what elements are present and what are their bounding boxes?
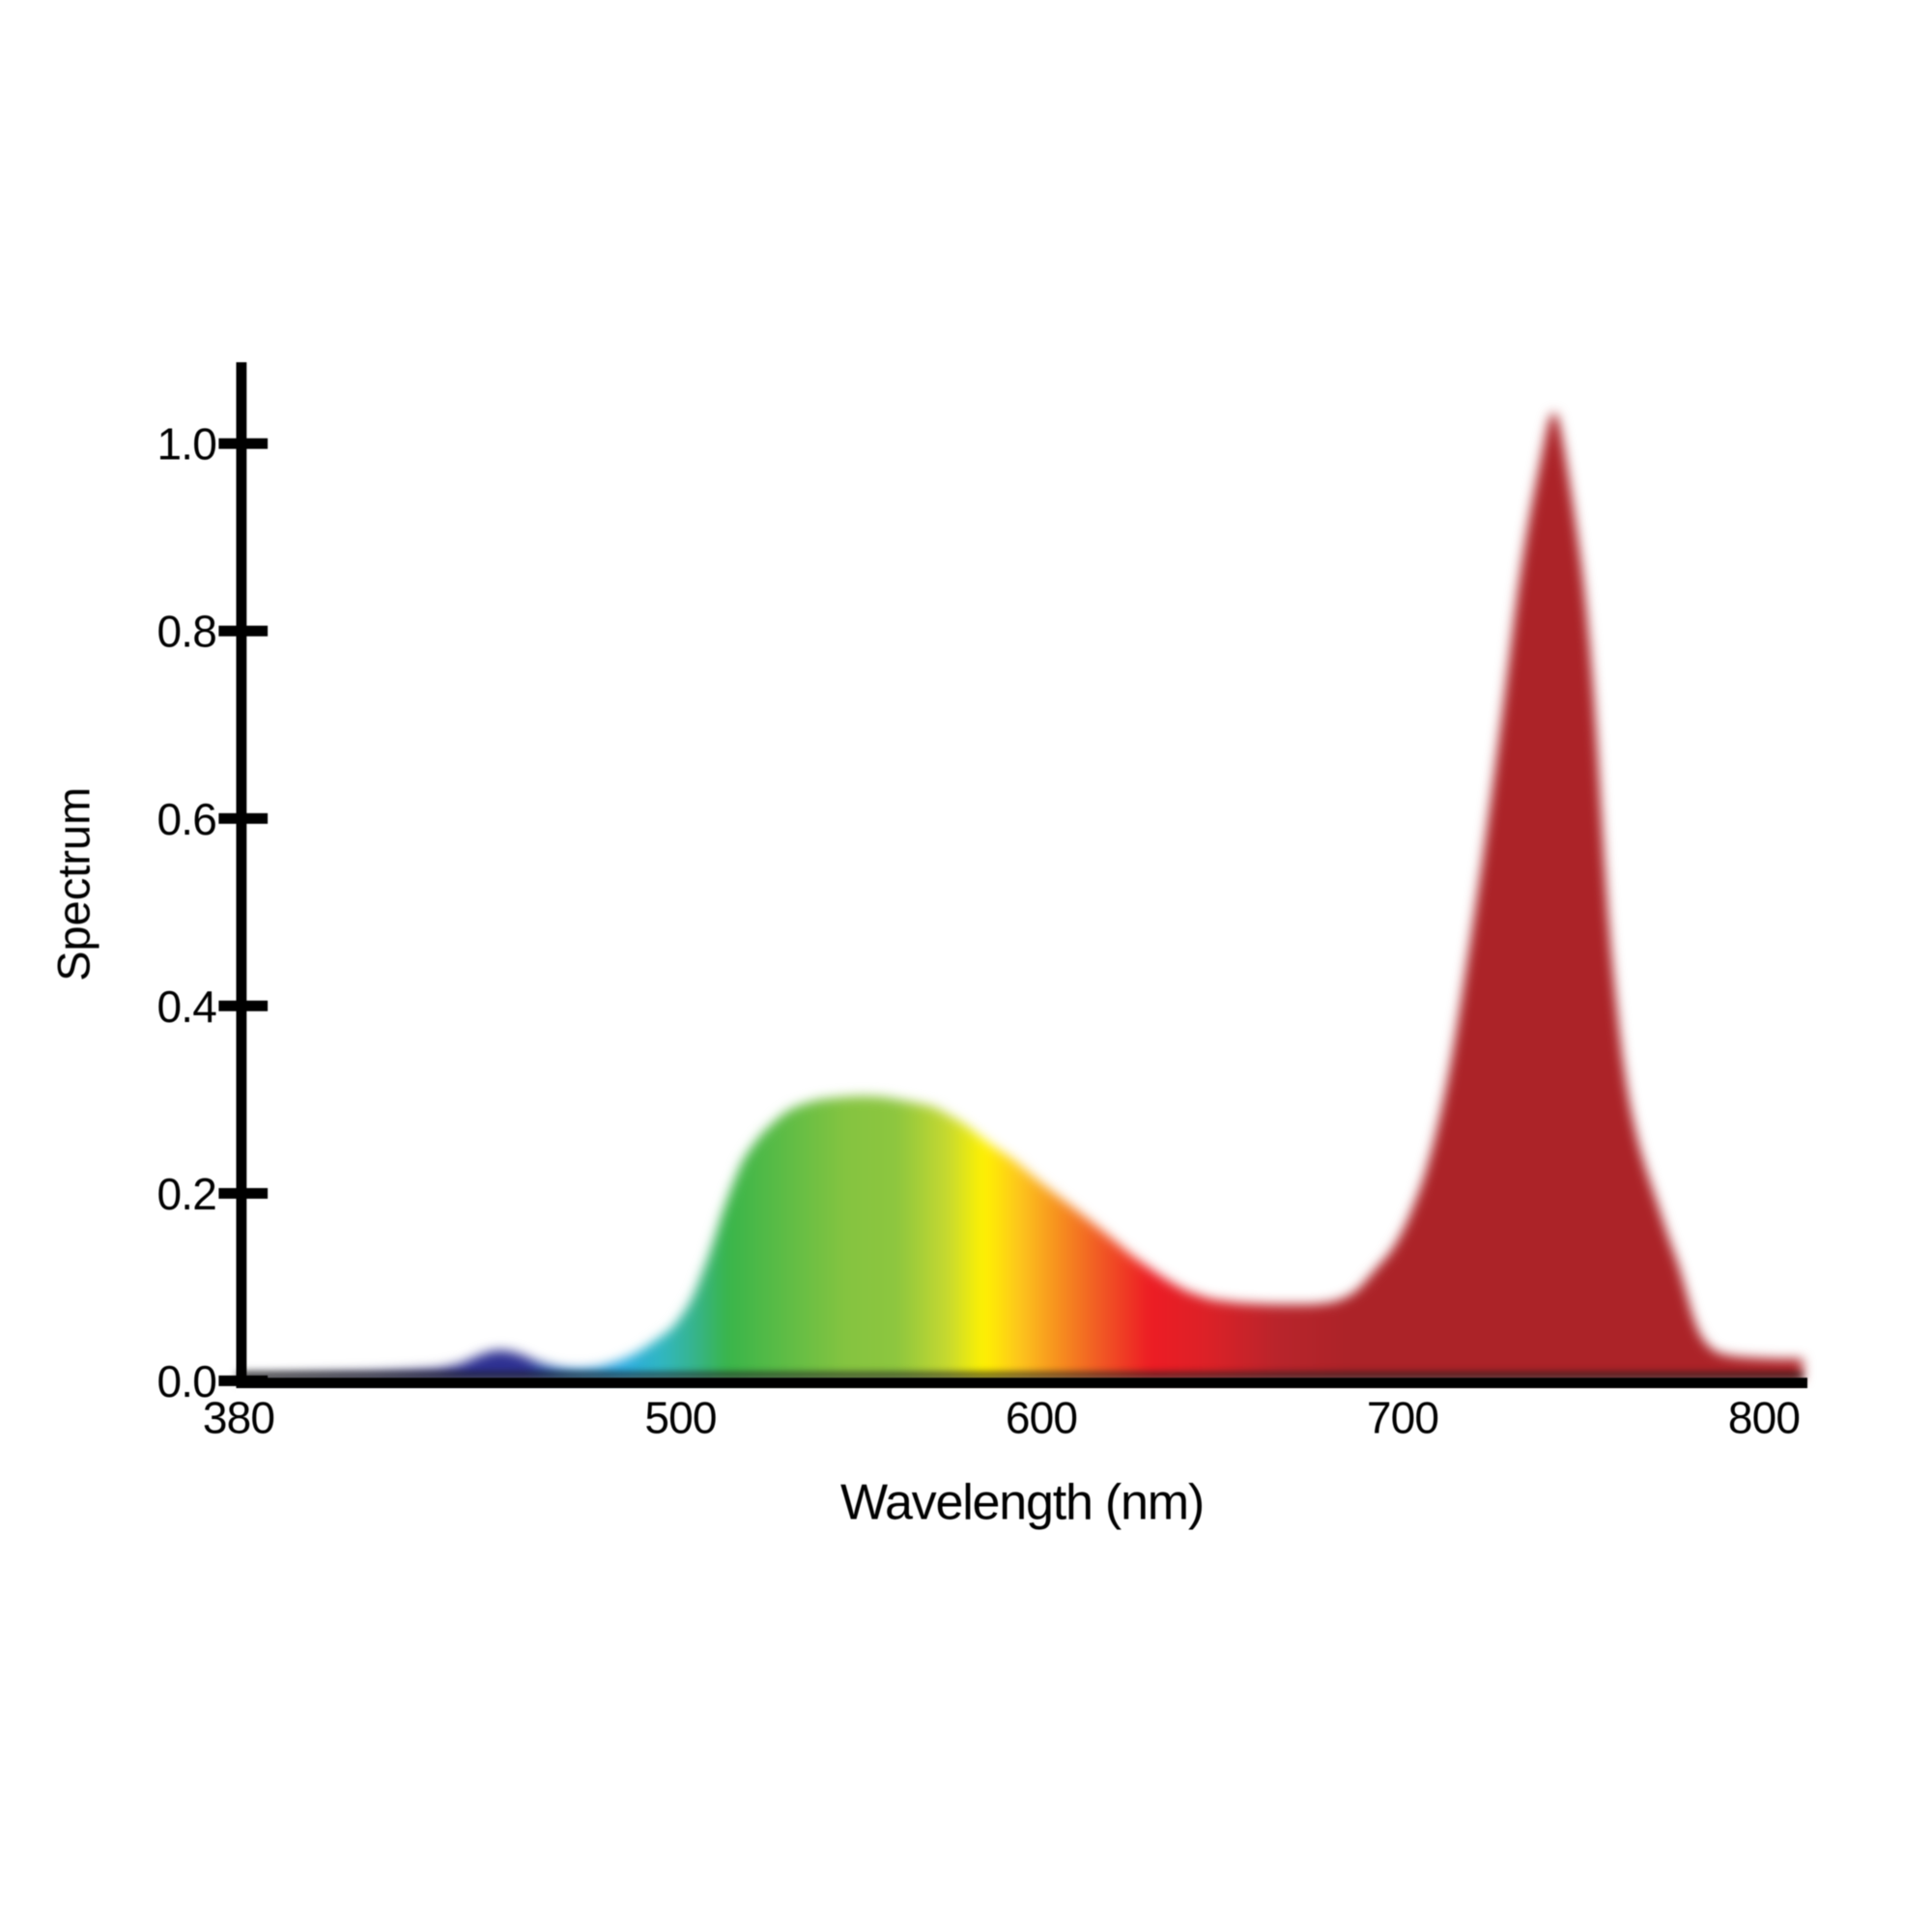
svg-text:0.6: 0.6: [156, 794, 216, 844]
svg-text:0.2: 0.2: [156, 1169, 216, 1219]
svg-text:0.4: 0.4: [156, 981, 216, 1032]
svg-text:0.8: 0.8: [156, 607, 216, 657]
svg-text:700: 700: [1367, 1393, 1438, 1443]
svg-text:800: 800: [1728, 1393, 1800, 1443]
svg-text:0.0: 0.0: [156, 1356, 216, 1406]
svg-text:380: 380: [203, 1393, 274, 1443]
svg-text:Spectrum: Spectrum: [48, 787, 99, 981]
svg-text:600: 600: [1006, 1393, 1077, 1443]
svg-text:500: 500: [644, 1393, 716, 1443]
svg-text:1.0: 1.0: [156, 419, 216, 469]
svg-text:Wavelength (nm): Wavelength (nm): [840, 1475, 1204, 1531]
